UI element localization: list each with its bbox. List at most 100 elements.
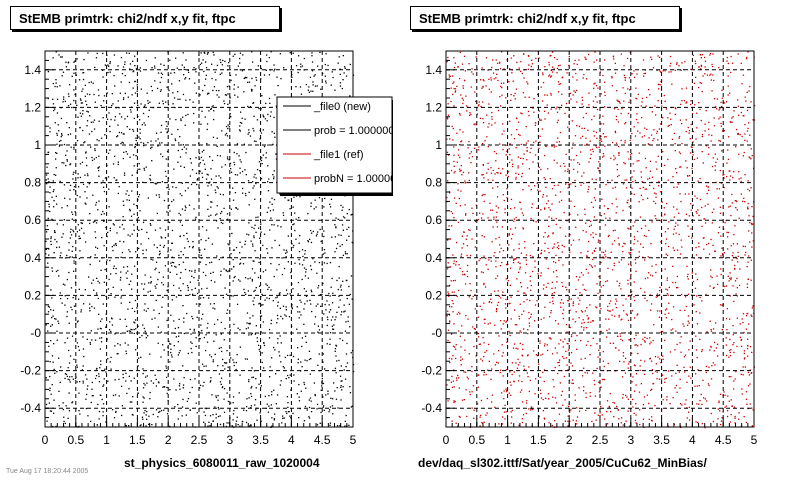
left-scatter-point	[207, 322, 209, 325]
right-scatter-point	[690, 68, 692, 70]
left-scatter-point	[318, 261, 321, 264]
right-scatter-point	[546, 104, 548, 106]
left-scatter-point	[175, 389, 177, 391]
left-scatter-point	[55, 152, 57, 154]
left-scatter-point	[170, 249, 172, 251]
right-scatter-point	[644, 360, 646, 362]
left-scatter-point	[150, 380, 152, 382]
right-scatter-point	[476, 113, 478, 115]
right-scatter-point	[714, 341, 716, 344]
left-scatter-point	[204, 407, 206, 409]
right-scatter-point	[698, 403, 700, 405]
left-scatter-point	[50, 340, 52, 342]
left-scatter-point	[78, 186, 80, 188]
left-scatter-point	[85, 100, 87, 102]
right-scatter-point	[505, 154, 507, 156]
right-scatter-point	[465, 182, 467, 184]
right-scatter-point	[585, 344, 588, 346]
left-scatter-point	[152, 382, 155, 384]
left-scatter-point	[236, 416, 238, 418]
right-scatter-point	[476, 305, 479, 307]
right-scatter-point	[651, 275, 654, 277]
right-scatter-point	[719, 108, 721, 110]
right-scatter-point	[598, 146, 600, 148]
left-scatter-point	[179, 388, 181, 390]
right-scatter-point	[451, 375, 453, 378]
right-scatter-point	[612, 309, 614, 311]
left-scatter-point	[255, 140, 257, 143]
right-scatter-point	[571, 147, 573, 149]
right-scatter-point	[453, 369, 455, 371]
right-scatter-point	[664, 100, 666, 102]
right-scatter-point	[622, 355, 625, 357]
right-scatter-point	[723, 102, 726, 104]
left-scatter-point	[123, 241, 125, 243]
left-scatter-point	[209, 381, 211, 383]
left-scatter-point	[109, 62, 111, 65]
right-scatter-point	[701, 300, 703, 302]
left-scatter-point	[236, 354, 238, 356]
left-scatter-point	[131, 174, 133, 176]
left-x-tick-label: 3	[226, 433, 233, 447]
left-scatter-point	[125, 151, 127, 153]
right-scatter-point	[562, 341, 564, 343]
left-scatter-point	[107, 152, 110, 154]
right-scatter-point	[632, 163, 634, 165]
right-scatter-point	[622, 352, 625, 354]
right-scatter-point	[750, 158, 752, 160]
right-scatter-point	[584, 58, 587, 60]
left-scatter-point	[267, 190, 270, 192]
right-scatter-point	[613, 108, 616, 110]
left-scatter-point	[112, 267, 115, 270]
right-scatter-point	[540, 253, 542, 255]
left-scatter-point	[172, 199, 175, 201]
right-scatter-point	[534, 124, 537, 126]
left-scatter-point	[61, 302, 63, 304]
left-scatter-point	[128, 330, 130, 332]
right-scatter-point	[481, 87, 483, 89]
right-scatter-point	[537, 189, 539, 191]
left-scatter-point	[344, 66, 346, 68]
right-scatter-point	[695, 246, 697, 249]
left-scatter-point	[162, 100, 164, 102]
left-scatter-point	[173, 168, 175, 170]
left-scatter-point	[216, 154, 219, 157]
right-scatter-point	[692, 154, 694, 156]
right-scatter-point	[692, 130, 695, 133]
left-scatter-point	[284, 197, 286, 199]
left-scatter-point	[73, 89, 75, 91]
left-scatter-point	[252, 187, 254, 189]
right-scatter-point	[464, 349, 466, 351]
left-scatter-point	[254, 224, 256, 226]
left-scatter-point	[305, 290, 307, 292]
left-scatter-point	[135, 137, 137, 139]
right-scatter-point	[708, 146, 710, 149]
left-scatter-point	[204, 168, 206, 170]
left-scatter-point	[231, 232, 233, 235]
left-scatter-point	[351, 241, 353, 243]
left-scatter-point	[220, 333, 222, 335]
right-scatter-point	[634, 317, 636, 319]
left-scatter-point	[334, 236, 336, 238]
left-scatter-point	[187, 289, 189, 291]
right-scatter-point	[704, 218, 706, 220]
left-x-tick-label: 0.5	[67, 433, 84, 447]
left-scatter-point	[82, 78, 85, 81]
left-scatter-point	[99, 260, 101, 262]
left-scatter-point	[125, 350, 127, 352]
left-scatter-point	[343, 304, 345, 306]
right-scatter-point	[598, 349, 600, 351]
right-scatter-point	[639, 409, 641, 411]
left-scatter-point	[248, 131, 250, 134]
left-scatter-point	[280, 380, 282, 382]
left-scatter-point	[76, 342, 79, 344]
left-scatter-point	[123, 151, 125, 153]
left-scatter-point	[64, 373, 67, 375]
left-scatter-point	[281, 257, 283, 259]
right-scatter-point	[449, 321, 451, 323]
right-scatter-point	[465, 389, 467, 391]
left-scatter-point	[316, 272, 318, 274]
left-scatter-point	[89, 310, 91, 312]
right-scatter-point	[690, 103, 692, 106]
left-scatter-point	[94, 66, 96, 69]
